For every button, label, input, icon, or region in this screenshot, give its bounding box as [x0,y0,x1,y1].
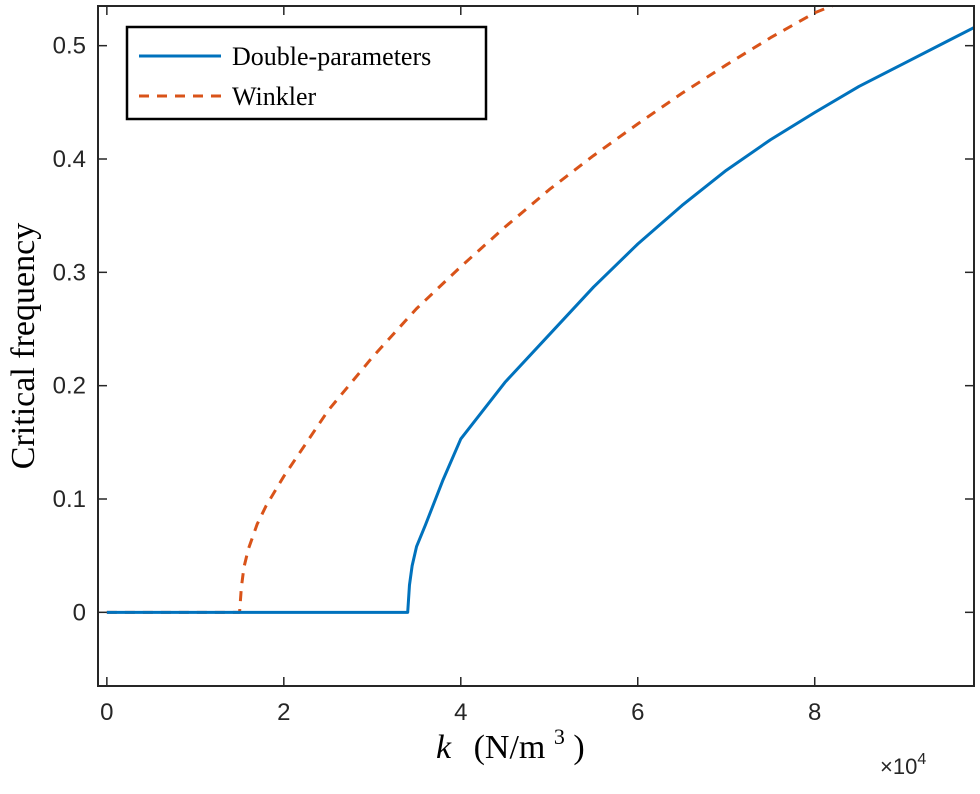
x-axis-variable: k [436,729,452,766]
legend-label-double-parameters: Double-parameters [232,42,431,71]
x-tick-label: 4 [454,699,467,726]
y-tick-label: 0.1 [53,486,86,513]
svg-text:k (N/m 3 ): k (N/m 3 ) [436,715,585,766]
series-layer [106,6,974,614]
series-line-winkler [106,6,836,614]
x-axis-unit-superscript: 3 [554,724,565,749]
x-axis-label: k (N/m 3 ) [436,715,585,766]
y-tick-label: 0.2 [53,373,86,400]
series-line-double-parameters [106,26,974,614]
x-tick-label: 2 [277,699,290,726]
x-axis-unit: (N/m [474,729,546,766]
x-tick-label: 0 [100,699,113,726]
tick-labels: 0 2 4 6 8 0 0.1 0.2 0.3 0.4 0.5 [53,33,822,726]
y-tick-label: 0 [73,599,86,626]
legend: Double-parameters Winkler [125,25,488,121]
y-tick-label: 0.5 [53,33,86,60]
axis-ticks [98,6,974,686]
plot-frame [97,5,975,687]
x-tick-label: 6 [631,699,644,726]
y-tick-label: 0.3 [53,259,86,286]
legend-box [125,25,488,121]
y-tick-label: 0.4 [53,146,86,173]
x-tick-label: 8 [808,699,821,726]
legend-label-winkler: Winkler [232,82,316,111]
x-axis-exponent: ×104 [880,751,926,779]
y-axis-label: Critical frequency [5,223,42,469]
x-axis-unit-close: ) [573,729,584,766]
